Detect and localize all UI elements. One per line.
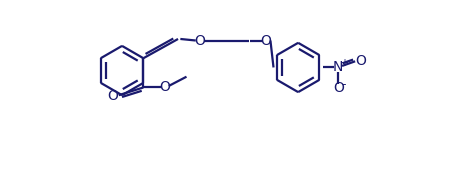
Text: N: N <box>333 60 343 74</box>
Text: O: O <box>107 89 118 103</box>
Text: O: O <box>333 81 344 95</box>
Text: O: O <box>261 33 271 48</box>
Text: O: O <box>159 81 170 94</box>
Text: +: + <box>340 58 347 68</box>
Text: O: O <box>194 33 205 48</box>
Text: O: O <box>355 54 366 68</box>
Text: -: - <box>341 78 346 91</box>
